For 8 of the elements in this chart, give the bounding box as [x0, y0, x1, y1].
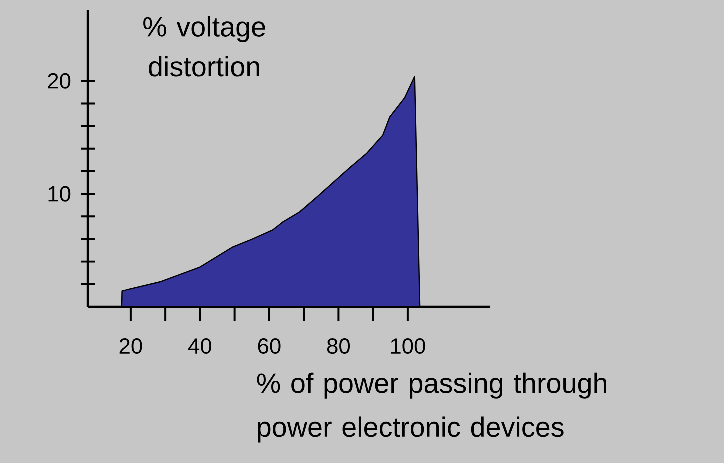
x-tick-label: 20 [120, 338, 142, 354]
x-tick-label: 40 [188, 338, 212, 354]
x-tick-label: 100 [391, 338, 426, 354]
y-tick-label: 10 [48, 186, 71, 202]
y-axis-title: % voltage distortion [144, 16, 266, 77]
x-tick-label: 60 [258, 338, 281, 354]
x-tick-label: 80 [327, 338, 350, 354]
x-axis-title: % of power passing through power electronic devices [257, 372, 606, 443]
